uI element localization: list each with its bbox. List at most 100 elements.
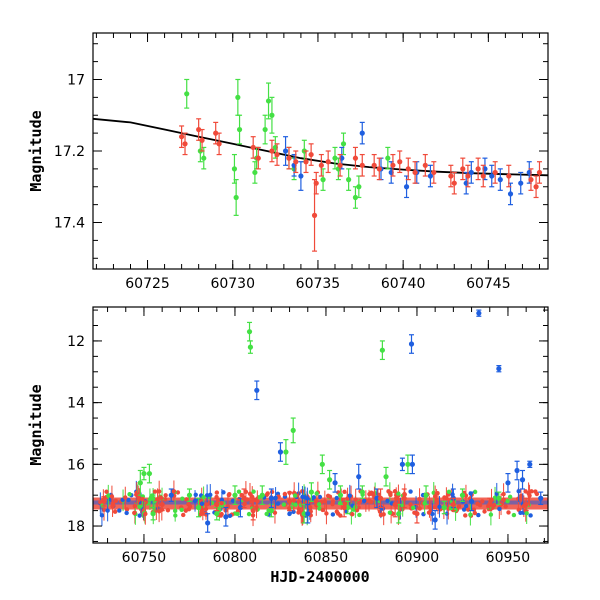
green-data-point	[385, 155, 391, 161]
baseline-point	[475, 501, 480, 506]
bottom-panel-frame	[92, 306, 549, 544]
bottom-panel-xlabel: HJD-2400000	[270, 568, 369, 586]
baseline-point	[501, 497, 506, 503]
baseline-point	[369, 499, 374, 505]
red-data-point	[308, 151, 314, 158]
y-tick-label: 18	[67, 519, 85, 535]
baseline-point	[472, 489, 478, 495]
baseline-point	[137, 513, 142, 518]
red-data-point	[492, 169, 498, 176]
red-data-point	[286, 498, 293, 504]
red-data-point	[475, 166, 481, 172]
top-panel: Magnitude 60725 60730 60735 60740 60745 17 17.…	[27, 32, 549, 292]
blue-data-point	[476, 310, 482, 316]
y-tick-label: 17.2	[54, 144, 85, 160]
baseline-point	[523, 489, 528, 494]
green-data-point	[345, 504, 351, 511]
baseline-point	[187, 504, 193, 509]
baseline-point	[226, 492, 232, 498]
red-data-point	[182, 141, 188, 147]
red-data-point	[397, 159, 403, 165]
red-data-point	[313, 180, 319, 186]
baseline-point	[334, 495, 339, 501]
baseline-point	[533, 489, 538, 494]
blue-data-point	[268, 495, 274, 501]
baseline-point	[214, 490, 220, 495]
red-data-point	[241, 495, 247, 501]
baseline-point	[367, 491, 372, 497]
green-data-point	[496, 495, 502, 501]
green-data-point	[308, 489, 314, 495]
x-tick-label: 60740	[381, 276, 426, 292]
green-data-point	[150, 511, 156, 517]
red-data-point	[216, 141, 222, 147]
y-tick-label: 14	[67, 396, 85, 412]
baseline-point	[308, 505, 313, 510]
blue-data-point	[277, 449, 284, 455]
baseline-point	[281, 502, 287, 507]
baseline-point	[218, 513, 223, 518]
blue-data-point	[282, 148, 289, 154]
baseline-point	[472, 510, 478, 516]
red-data-point	[250, 144, 256, 151]
baseline-point	[184, 497, 189, 502]
baseline-point	[124, 507, 130, 512]
green-data-point	[423, 492, 429, 498]
red-data-point	[405, 166, 411, 172]
green-data-point	[352, 194, 359, 201]
blue-data-point	[496, 366, 502, 372]
baseline-point	[490, 505, 495, 510]
baseline-point	[385, 498, 390, 504]
red-data-point	[450, 501, 456, 508]
green-data-point	[327, 477, 333, 483]
blue-data-point	[399, 461, 405, 467]
red-data-point	[448, 173, 454, 179]
baseline-point	[183, 508, 188, 513]
bottom-panel-plot-area	[93, 309, 548, 533]
blue-data-point	[305, 511, 311, 517]
baseline-point	[388, 490, 393, 496]
baseline-point	[528, 513, 533, 518]
red-data-point	[465, 173, 471, 179]
green-data-point	[337, 492, 344, 498]
blue-data-point	[223, 514, 229, 520]
baseline-point	[251, 489, 256, 494]
green-data-point	[319, 461, 325, 467]
green-data-point	[459, 492, 466, 498]
baseline-point	[201, 511, 207, 516]
baseline-point	[411, 505, 416, 511]
baseline-point	[330, 501, 335, 507]
green-data-point	[346, 177, 352, 183]
baseline-point	[417, 506, 422, 511]
blue-data-point	[168, 492, 174, 498]
bottom-panel-axes: 60750 60800 60850 60900 60950 12 14 16 18	[67, 307, 548, 566]
baseline-point	[293, 502, 298, 507]
baseline-point	[269, 489, 275, 495]
red-data-point	[506, 173, 512, 179]
baseline-point	[149, 493, 155, 498]
baseline-point	[505, 498, 510, 504]
green-data-point	[356, 184, 362, 190]
baseline-point	[387, 510, 393, 515]
red-data-point	[451, 180, 457, 186]
baseline-point	[330, 512, 336, 517]
top-panel-ylabel: Magnitude	[27, 110, 45, 191]
green-data-point	[405, 461, 411, 467]
x-tick-label: 60735	[296, 276, 341, 292]
x-tick-label: 60900	[395, 550, 440, 566]
x-tick-label: 60725	[125, 276, 170, 292]
baseline-point	[482, 509, 487, 514]
green-data-point	[441, 504, 447, 511]
baseline-point	[275, 501, 281, 506]
green-data-point	[233, 194, 239, 201]
red-data-point	[269, 148, 275, 154]
x-tick-label: 60950	[486, 550, 531, 566]
green-data-point	[269, 112, 275, 118]
x-tick-label: 60800	[213, 550, 258, 566]
red-data-point	[286, 155, 292, 161]
blue-data-point	[489, 173, 495, 179]
red-data-point	[255, 155, 261, 161]
red-data-point	[213, 130, 219, 136]
baseline-point	[292, 493, 298, 498]
